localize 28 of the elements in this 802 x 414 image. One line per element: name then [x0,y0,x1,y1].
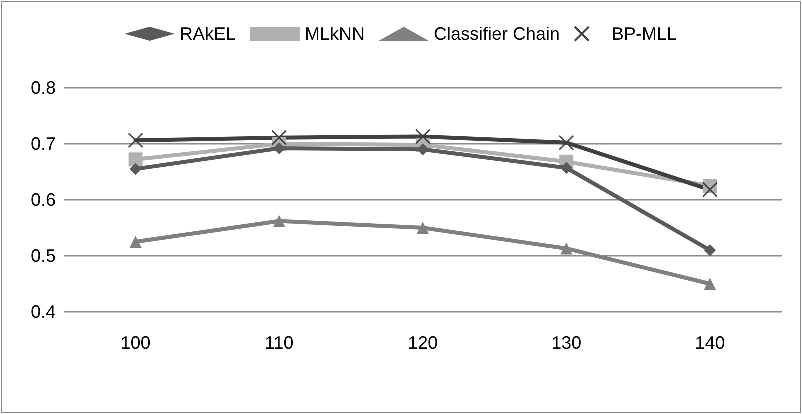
point [130,236,142,248]
y-tick-label: 0.8 [30,78,56,98]
point [273,215,286,228]
y-tick-label: 0.5 [30,246,56,266]
legend-label: MLkNN [304,24,365,44]
point [272,130,288,146]
legend-label: BP-MLL [612,24,678,44]
point [130,163,142,176]
y-tick-label: 0.4 [30,302,56,322]
point [128,152,143,167]
y-tick-label: 0.6 [30,190,56,210]
x-tick-label: 130 [552,333,582,353]
point [702,182,718,198]
point [560,242,573,255]
point [415,128,431,144]
point [128,132,144,148]
legend-label: RAkEL [180,24,236,44]
point [560,162,573,174]
y-tick-label: 0.7 [30,134,56,154]
point [704,244,716,256]
legend-label: Classifier Chain [434,24,560,44]
x-tick-label: 140 [695,333,726,353]
point [704,278,716,290]
x-tick-label: 110 [265,333,294,353]
x-tick-label: 120 [408,333,438,353]
point [558,135,574,151]
point [417,222,429,234]
x-tick-label: 100 [120,333,151,353]
